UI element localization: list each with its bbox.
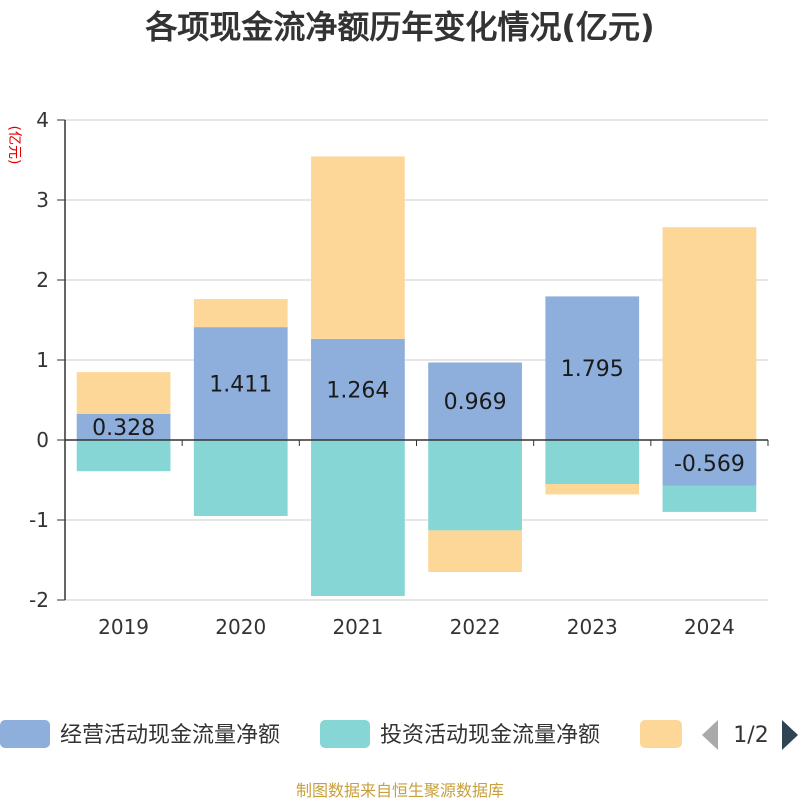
x-tick-label: 2019 <box>98 615 149 639</box>
bar-series0 <box>193 327 288 440</box>
x-tick-label: 2021 <box>332 615 383 639</box>
y-tick-label: -1 <box>29 508 49 532</box>
bar-series0 <box>428 362 522 440</box>
legend-next-arrow-icon[interactable] <box>782 720 798 750</box>
legend: 经营活动现金流量净额 投资活动现金流量净额 1/2 <box>0 720 798 750</box>
bar-series1 <box>545 440 640 484</box>
x-tick-label: 2020 <box>215 615 266 639</box>
x-tick-label: 2024 <box>684 615 735 639</box>
bar-series2 <box>193 299 288 328</box>
legend-swatch-operating[interactable] <box>0 720 50 748</box>
bar-series0 <box>311 338 405 440</box>
bar-series2 <box>311 156 405 339</box>
legend-label-investing[interactable]: 投资活动现金流量净额 <box>380 723 600 748</box>
x-tick-label: 2023 <box>567 615 618 639</box>
gridlines <box>65 119 768 601</box>
data-source: 制图数据来自恒生聚源数据库 <box>296 781 504 800</box>
y-tick-label: 4 <box>36 108 49 132</box>
bar-series0 <box>662 440 757 486</box>
bar-series2 <box>662 227 757 440</box>
y-tick-label: 3 <box>36 188 49 212</box>
bar-series1 <box>193 440 288 516</box>
legend-swatch-investing[interactable] <box>320 720 370 748</box>
bar-series2 <box>428 530 522 572</box>
bars <box>76 156 757 596</box>
bar-series1 <box>428 440 522 531</box>
data-label: 1.411 <box>209 373 272 398</box>
legend-swatch-third[interactable] <box>640 720 682 748</box>
bar-series2 <box>545 484 640 495</box>
bar-series0 <box>76 413 171 440</box>
data-label: 0.328 <box>92 416 155 441</box>
bar-series1 <box>76 440 171 472</box>
legend-page-indicator: 1/2 <box>733 723 768 748</box>
y-axis-unit: (亿元) <box>6 126 22 165</box>
legend-label-operating[interactable]: 经营活动现金流量净额 <box>60 723 280 748</box>
data-label: 1.264 <box>326 378 389 403</box>
y-tick-label: 1 <box>36 348 49 372</box>
data-labels: 0.328 1.411 1.264 0.969 1.795 -0.569 <box>92 357 745 477</box>
bar-series1 <box>311 440 405 596</box>
data-label: -0.569 <box>674 452 745 477</box>
bar-series1 <box>662 485 757 512</box>
data-label: 0.969 <box>444 390 507 415</box>
data-label: 1.795 <box>561 357 624 382</box>
y-tick-label: 0 <box>36 428 49 452</box>
axes: -2 -1 0 1 2 3 4 2019 2020 2021 2022 2023 2024 <box>29 108 769 639</box>
bar-series0 <box>545 296 640 440</box>
y-tick-label: -2 <box>29 588 49 612</box>
bar-series2 <box>76 372 171 414</box>
x-tick-label: 2022 <box>450 615 501 639</box>
chart-title: 各项现金流净额历年变化情况(亿元) <box>145 8 654 46</box>
y-tick-label: 2 <box>36 268 49 292</box>
legend-prev-arrow-icon[interactable] <box>702 720 718 750</box>
